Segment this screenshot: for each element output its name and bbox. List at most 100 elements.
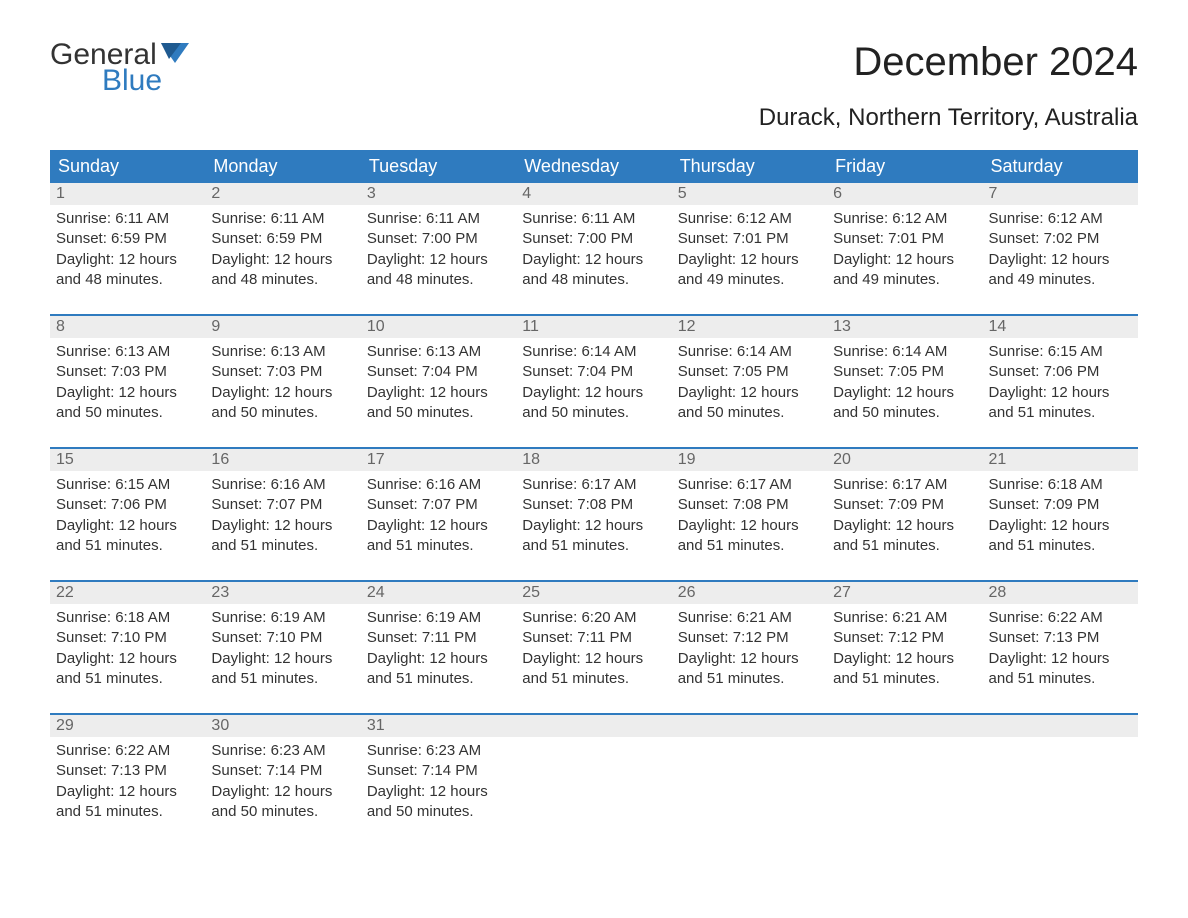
daylight-text-1: Daylight: 12 hours xyxy=(56,516,199,536)
day-body: Sunrise: 6:13 AMSunset: 7:04 PMDaylight:… xyxy=(361,338,516,427)
day-cell xyxy=(983,715,1138,826)
sunrise-text: Sunrise: 6:11 AM xyxy=(211,209,354,229)
daylight-text-2: and 51 minutes. xyxy=(678,669,821,689)
daylight-text-2: and 51 minutes. xyxy=(833,536,976,556)
day-cell: 29Sunrise: 6:22 AMSunset: 7:13 PMDayligh… xyxy=(50,715,205,826)
header: General Blue December 2024 xyxy=(50,40,1138,96)
day-body: Sunrise: 6:12 AMSunset: 7:01 PMDaylight:… xyxy=(827,205,982,294)
sunset-text: Sunset: 7:04 PM xyxy=(522,362,665,382)
day-header: Thursday xyxy=(672,150,827,183)
day-cell: 4Sunrise: 6:11 AMSunset: 7:00 PMDaylight… xyxy=(516,183,671,294)
daylight-text-1: Daylight: 12 hours xyxy=(367,649,510,669)
day-cell: 19Sunrise: 6:17 AMSunset: 7:08 PMDayligh… xyxy=(672,449,827,560)
sunrise-text: Sunrise: 6:20 AM xyxy=(522,608,665,628)
day-cell: 20Sunrise: 6:17 AMSunset: 7:09 PMDayligh… xyxy=(827,449,982,560)
sunrise-text: Sunrise: 6:18 AM xyxy=(56,608,199,628)
day-cell: 31Sunrise: 6:23 AMSunset: 7:14 PMDayligh… xyxy=(361,715,516,826)
daylight-text-2: and 51 minutes. xyxy=(522,536,665,556)
sunrise-text: Sunrise: 6:12 AM xyxy=(989,209,1132,229)
day-cell: 7Sunrise: 6:12 AMSunset: 7:02 PMDaylight… xyxy=(983,183,1138,294)
daylight-text-1: Daylight: 12 hours xyxy=(367,516,510,536)
daylight-text-2: and 49 minutes. xyxy=(833,270,976,290)
sunrise-text: Sunrise: 6:12 AM xyxy=(678,209,821,229)
sunset-text: Sunset: 7:03 PM xyxy=(211,362,354,382)
sunset-text: Sunset: 7:00 PM xyxy=(367,229,510,249)
daylight-text-1: Daylight: 12 hours xyxy=(833,250,976,270)
day-cell xyxy=(672,715,827,826)
day-number: 31 xyxy=(361,715,516,737)
day-header: Tuesday xyxy=(361,150,516,183)
day-number: 29 xyxy=(50,715,205,737)
daylight-text-1: Daylight: 12 hours xyxy=(833,383,976,403)
daylight-text-1: Daylight: 12 hours xyxy=(211,383,354,403)
day-body: Sunrise: 6:22 AMSunset: 7:13 PMDaylight:… xyxy=(50,737,205,826)
sunset-text: Sunset: 7:10 PM xyxy=(56,628,199,648)
day-number: 1 xyxy=(50,183,205,205)
day-body: Sunrise: 6:11 AMSunset: 6:59 PMDaylight:… xyxy=(50,205,205,294)
sunrise-text: Sunrise: 6:14 AM xyxy=(833,342,976,362)
daylight-text-2: and 51 minutes. xyxy=(989,403,1132,423)
daylight-text-2: and 51 minutes. xyxy=(56,669,199,689)
week-row: 8Sunrise: 6:13 AMSunset: 7:03 PMDaylight… xyxy=(50,314,1138,427)
daylight-text-1: Daylight: 12 hours xyxy=(989,250,1132,270)
day-cell: 6Sunrise: 6:12 AMSunset: 7:01 PMDaylight… xyxy=(827,183,982,294)
day-body: Sunrise: 6:15 AMSunset: 7:06 PMDaylight:… xyxy=(50,471,205,560)
day-body: Sunrise: 6:19 AMSunset: 7:10 PMDaylight:… xyxy=(205,604,360,693)
day-number: 2 xyxy=(205,183,360,205)
day-number xyxy=(672,715,827,737)
sunset-text: Sunset: 7:13 PM xyxy=(989,628,1132,648)
daylight-text-1: Daylight: 12 hours xyxy=(367,782,510,802)
day-number: 19 xyxy=(672,449,827,471)
location-subtitle: Durack, Northern Territory, Australia xyxy=(50,104,1138,132)
daylight-text-2: and 51 minutes. xyxy=(211,536,354,556)
day-body: Sunrise: 6:18 AMSunset: 7:09 PMDaylight:… xyxy=(983,471,1138,560)
day-body: Sunrise: 6:11 AMSunset: 6:59 PMDaylight:… xyxy=(205,205,360,294)
day-header: Saturday xyxy=(983,150,1138,183)
daylight-text-1: Daylight: 12 hours xyxy=(522,250,665,270)
page-title: December 2024 xyxy=(853,40,1138,85)
day-cell: 1Sunrise: 6:11 AMSunset: 6:59 PMDaylight… xyxy=(50,183,205,294)
sunrise-text: Sunrise: 6:13 AM xyxy=(56,342,199,362)
day-body: Sunrise: 6:17 AMSunset: 7:09 PMDaylight:… xyxy=(827,471,982,560)
day-body: Sunrise: 6:13 AMSunset: 7:03 PMDaylight:… xyxy=(205,338,360,427)
sunset-text: Sunset: 7:04 PM xyxy=(367,362,510,382)
daylight-text-1: Daylight: 12 hours xyxy=(833,516,976,536)
day-number: 18 xyxy=(516,449,671,471)
day-cell: 5Sunrise: 6:12 AMSunset: 7:01 PMDaylight… xyxy=(672,183,827,294)
day-cell: 24Sunrise: 6:19 AMSunset: 7:11 PMDayligh… xyxy=(361,582,516,693)
day-body: Sunrise: 6:23 AMSunset: 7:14 PMDaylight:… xyxy=(205,737,360,826)
daylight-text-2: and 50 minutes. xyxy=(367,403,510,423)
day-cell: 22Sunrise: 6:18 AMSunset: 7:10 PMDayligh… xyxy=(50,582,205,693)
daylight-text-1: Daylight: 12 hours xyxy=(522,516,665,536)
daylight-text-1: Daylight: 12 hours xyxy=(678,649,821,669)
day-body: Sunrise: 6:14 AMSunset: 7:05 PMDaylight:… xyxy=(672,338,827,427)
sunrise-text: Sunrise: 6:14 AM xyxy=(678,342,821,362)
sunset-text: Sunset: 7:08 PM xyxy=(522,495,665,515)
day-body: Sunrise: 6:20 AMSunset: 7:11 PMDaylight:… xyxy=(516,604,671,693)
logo: General Blue xyxy=(50,40,189,96)
daylight-text-1: Daylight: 12 hours xyxy=(522,649,665,669)
sunrise-text: Sunrise: 6:11 AM xyxy=(56,209,199,229)
daylight-text-1: Daylight: 12 hours xyxy=(211,782,354,802)
day-number: 22 xyxy=(50,582,205,604)
day-number: 28 xyxy=(983,582,1138,604)
daylight-text-2: and 51 minutes. xyxy=(522,669,665,689)
day-cell: 9Sunrise: 6:13 AMSunset: 7:03 PMDaylight… xyxy=(205,316,360,427)
sunrise-text: Sunrise: 6:21 AM xyxy=(678,608,821,628)
daylight-text-1: Daylight: 12 hours xyxy=(989,516,1132,536)
daylight-text-1: Daylight: 12 hours xyxy=(678,250,821,270)
daylight-text-2: and 49 minutes. xyxy=(989,270,1132,290)
daylight-text-2: and 49 minutes. xyxy=(678,270,821,290)
sunrise-text: Sunrise: 6:17 AM xyxy=(833,475,976,495)
daylight-text-1: Daylight: 12 hours xyxy=(989,649,1132,669)
sunset-text: Sunset: 7:01 PM xyxy=(678,229,821,249)
day-number: 4 xyxy=(516,183,671,205)
sunrise-text: Sunrise: 6:15 AM xyxy=(56,475,199,495)
week-row: 29Sunrise: 6:22 AMSunset: 7:13 PMDayligh… xyxy=(50,713,1138,826)
daylight-text-2: and 51 minutes. xyxy=(211,669,354,689)
sunset-text: Sunset: 7:11 PM xyxy=(522,628,665,648)
day-number: 14 xyxy=(983,316,1138,338)
sunrise-text: Sunrise: 6:19 AM xyxy=(367,608,510,628)
day-number: 9 xyxy=(205,316,360,338)
day-number: 15 xyxy=(50,449,205,471)
